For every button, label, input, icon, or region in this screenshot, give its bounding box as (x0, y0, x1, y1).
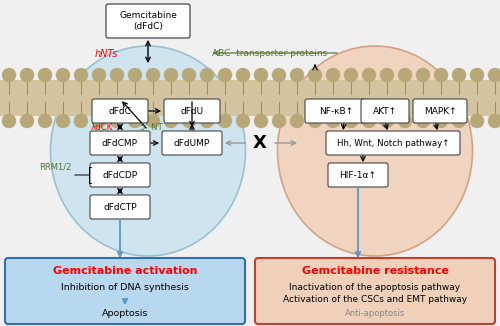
Circle shape (362, 114, 376, 128)
Text: AKT↑: AKT↑ (373, 107, 397, 115)
FancyBboxPatch shape (326, 131, 460, 155)
Text: X: X (253, 134, 267, 152)
Circle shape (2, 68, 16, 82)
Circle shape (344, 68, 358, 82)
Text: Gemcitabine resistance: Gemcitabine resistance (302, 266, 448, 276)
Text: Inhibition of DNA synthesis: Inhibition of DNA synthesis (61, 284, 189, 292)
Circle shape (20, 68, 34, 82)
Circle shape (416, 68, 430, 82)
Circle shape (416, 114, 430, 128)
Text: ABC  transporter proteins: ABC transporter proteins (212, 49, 328, 57)
FancyBboxPatch shape (90, 131, 150, 155)
Circle shape (272, 68, 286, 82)
Text: Gemcitabine activation: Gemcitabine activation (53, 266, 197, 276)
Circle shape (452, 114, 466, 128)
Text: dFdU: dFdU (180, 107, 204, 115)
Circle shape (128, 114, 142, 128)
Circle shape (74, 114, 88, 128)
Circle shape (146, 68, 160, 82)
Circle shape (398, 114, 412, 128)
FancyBboxPatch shape (255, 258, 495, 324)
Circle shape (128, 68, 142, 82)
Text: Inactivation of the apoptosis pathway: Inactivation of the apoptosis pathway (290, 283, 460, 291)
Circle shape (488, 114, 500, 128)
Text: dFdCDP: dFdCDP (102, 170, 138, 180)
FancyBboxPatch shape (361, 99, 409, 123)
Circle shape (110, 114, 124, 128)
FancyBboxPatch shape (328, 163, 388, 187)
Circle shape (452, 68, 466, 82)
Circle shape (488, 68, 500, 82)
FancyBboxPatch shape (92, 99, 148, 123)
Text: dFdC: dFdC (108, 107, 132, 115)
Text: RRM1/2: RRM1/2 (39, 162, 71, 171)
Circle shape (290, 114, 304, 128)
Circle shape (344, 114, 358, 128)
FancyBboxPatch shape (90, 163, 150, 187)
Circle shape (434, 68, 448, 82)
Circle shape (20, 114, 34, 128)
Circle shape (470, 68, 484, 82)
Text: HIF-1α↑: HIF-1α↑ (340, 170, 376, 180)
Circle shape (92, 114, 106, 128)
Circle shape (236, 114, 250, 128)
Circle shape (38, 68, 52, 82)
Circle shape (218, 114, 232, 128)
Circle shape (236, 68, 250, 82)
Text: Anti-apoptosis: Anti-apoptosis (345, 308, 405, 318)
Circle shape (434, 114, 448, 128)
Bar (0, 80, 500, 116)
Circle shape (110, 68, 124, 82)
Circle shape (272, 114, 286, 128)
Circle shape (254, 114, 268, 128)
FancyBboxPatch shape (5, 258, 245, 324)
Text: 5’ NT: 5’ NT (140, 123, 162, 131)
Circle shape (326, 114, 340, 128)
FancyBboxPatch shape (106, 4, 190, 38)
Text: hNTs: hNTs (94, 49, 118, 59)
Circle shape (380, 68, 394, 82)
Text: Hh, Wnt, Notch pathway↑: Hh, Wnt, Notch pathway↑ (337, 139, 449, 147)
Circle shape (218, 68, 232, 82)
FancyBboxPatch shape (162, 131, 222, 155)
Circle shape (38, 114, 52, 128)
Text: λdCK: λdCK (91, 123, 113, 131)
Circle shape (398, 68, 412, 82)
Text: Activation of the CSCs and EMT pathway: Activation of the CSCs and EMT pathway (283, 295, 467, 304)
Circle shape (2, 114, 16, 128)
Circle shape (470, 114, 484, 128)
Text: NF-κB↑: NF-κB↑ (319, 107, 353, 115)
Circle shape (74, 68, 88, 82)
Circle shape (362, 68, 376, 82)
Circle shape (380, 114, 394, 128)
Circle shape (146, 114, 160, 128)
Circle shape (254, 68, 268, 82)
Circle shape (200, 114, 214, 128)
Circle shape (164, 68, 178, 82)
Circle shape (308, 114, 322, 128)
Text: dFdCTP: dFdCTP (103, 202, 137, 212)
Circle shape (182, 114, 196, 128)
FancyBboxPatch shape (305, 99, 367, 123)
Circle shape (182, 68, 196, 82)
Circle shape (308, 68, 322, 82)
Text: Gemcitabine
(dFdC): Gemcitabine (dFdC) (119, 11, 177, 31)
FancyBboxPatch shape (164, 99, 220, 123)
Circle shape (92, 68, 106, 82)
Text: dFdCMP: dFdCMP (102, 139, 138, 147)
Circle shape (56, 114, 70, 128)
Text: MAPK↑: MAPK↑ (424, 107, 456, 115)
Text: dFdUMP: dFdUMP (174, 139, 210, 147)
Ellipse shape (50, 46, 246, 256)
FancyBboxPatch shape (413, 99, 467, 123)
FancyBboxPatch shape (90, 195, 150, 219)
Circle shape (326, 68, 340, 82)
Circle shape (200, 68, 214, 82)
Text: Apoptosis: Apoptosis (102, 309, 148, 319)
Circle shape (56, 68, 70, 82)
Circle shape (290, 68, 304, 82)
Circle shape (164, 114, 178, 128)
Ellipse shape (278, 46, 472, 256)
